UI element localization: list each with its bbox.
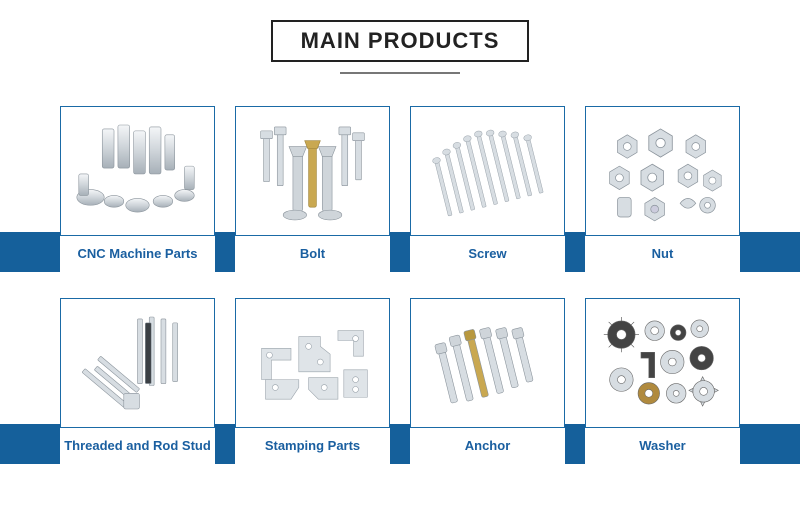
product-card-cnc[interactable]: CNC Machine Parts [60,106,215,276]
product-image [585,106,740,236]
title-section: MAIN PRODUCTS [0,0,800,84]
page-title: MAIN PRODUCTS [271,20,530,62]
product-label: Nut [585,236,740,276]
product-label: Screw [410,236,565,276]
product-label: Anchor [410,428,565,468]
product-image [235,298,390,428]
product-card-screw[interactable]: Screw [410,106,565,276]
product-card-bolt[interactable]: Bolt [235,106,390,276]
product-image [585,298,740,428]
product-card-nut[interactable]: Nut [585,106,740,276]
product-label: Washer [585,428,740,468]
product-label: CNC Machine Parts [60,236,215,276]
product-image [60,298,215,428]
product-card-washer[interactable]: Washer [585,298,740,468]
product-card-anchor[interactable]: Anchor [410,298,565,468]
product-label: Bolt [235,236,390,276]
product-card-stamping[interactable]: Stamping Parts [235,298,390,468]
product-image [60,106,215,236]
product-image [410,298,565,428]
product-row-2: Threaded and Rod Stud Stamping Parts [0,276,800,468]
title-underline [340,72,460,74]
product-label: Stamping Parts [235,428,390,468]
product-card-stud[interactable]: Threaded and Rod Stud [60,298,215,468]
product-row-1: CNC Machine Parts [0,84,800,276]
product-image [235,106,390,236]
product-label: Threaded and Rod Stud [60,428,215,468]
product-image [410,106,565,236]
